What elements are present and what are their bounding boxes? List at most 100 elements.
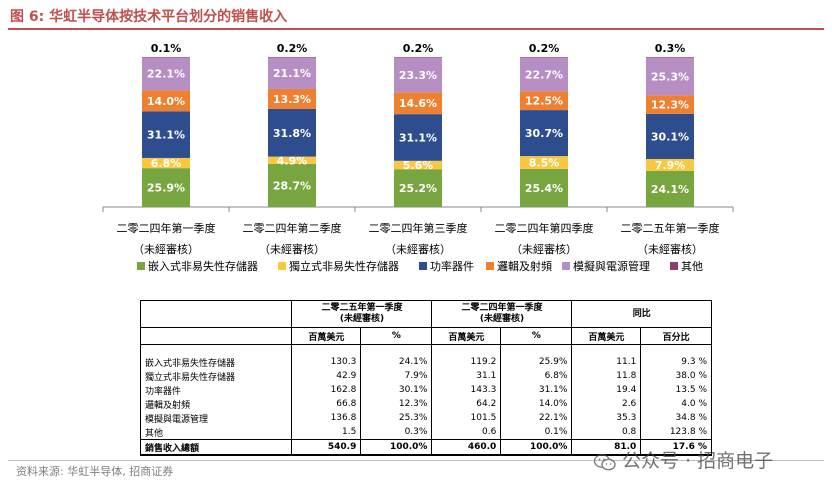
x-tick-label: （未經審核） [637, 242, 703, 256]
data-label: 22.7% [525, 68, 563, 81]
bar-segment [646, 113, 694, 159]
table-corner-cell-2 [139, 327, 293, 345]
data-label: 0.2% [529, 42, 560, 55]
bar-segment [268, 163, 316, 207]
legend-swatch [562, 262, 570, 270]
row-cell: 123.8 % [640, 425, 712, 440]
table-row: 功率器件 162.8 30.1% 143.3 31.1% 19.4 13.5 % [139, 383, 712, 397]
data-label: 0.2% [403, 42, 434, 55]
row-cell: 64.2 [431, 397, 502, 411]
bar-segment [394, 169, 442, 207]
row-label: 模擬與電源管理 [139, 411, 293, 425]
row-cell: 101.5 [431, 411, 502, 425]
subheader-cell: 百萬美元 [291, 327, 362, 345]
row-cell: 66.8 [291, 397, 362, 411]
data-label: 4.9% [277, 154, 308, 167]
legend-swatch [419, 262, 427, 270]
subheader-cell: % [500, 327, 573, 345]
subheader-cell: 百分比 [640, 327, 712, 345]
x-tick-label: 二零二五年第一季度 [621, 221, 720, 235]
row-label: 獨立式非易失性存儲器 [139, 369, 293, 383]
bar-segment [520, 57, 568, 92]
bar-segment [268, 88, 316, 109]
row-cell: 460.0 [431, 439, 502, 456]
data-label: 31.1% [147, 129, 185, 142]
legend-swatch [670, 262, 678, 270]
data-label: 28.7% [273, 179, 311, 192]
legend-entry: 功率器件 [430, 259, 474, 273]
bar-segment [142, 111, 190, 158]
data-label: 14.0% [147, 95, 185, 108]
bar-segment [646, 159, 694, 171]
data-label: 25.2% [399, 182, 437, 195]
row-label: 銷售收入總額 [139, 439, 293, 456]
row-cell: 9.3 % [640, 355, 712, 369]
data-label: 14.6% [399, 97, 437, 110]
x-tick-label: 二零二四年第二季度 [243, 221, 342, 235]
data-label: 25.9% [147, 182, 185, 195]
bar-segment [520, 168, 568, 207]
row-cell: 0.6 [431, 425, 502, 440]
row-cell: 4.0 % [640, 397, 712, 411]
legend-entry: 獨立式非易失性存儲器 [289, 259, 399, 273]
row-cell: 30.1% [360, 383, 433, 397]
legend-entry: 嵌入式非易失性存儲器 [148, 259, 258, 273]
row-cell: 540.9 [291, 439, 362, 456]
data-label: 5.6% [403, 159, 434, 172]
data-label: 31.8% [273, 127, 311, 140]
header-group-2024q1: 二零二四年第一季度 (未經審核) [431, 300, 573, 328]
table-row: 模擬與電源管理 136.8 25.3% 101.5 22.1% 35.3 34.8 % [139, 411, 712, 425]
row-cell: 14.0% [500, 397, 573, 411]
data-label: 30.1% [651, 130, 689, 143]
row-cell: 25.3% [360, 411, 433, 425]
data-label: 12.3% [651, 99, 689, 112]
wechat-icon [594, 453, 616, 470]
row-cell: 42.9 [291, 369, 362, 383]
row-label: 嵌入式非易失性存儲器 [139, 355, 293, 369]
bar-segment [394, 57, 442, 93]
table-body: 嵌入式非易失性存儲器 130.3 24.1% 119.2 25.9% 11.1 9.3 % 獨… [139, 344, 712, 456]
bar-segment [142, 157, 190, 169]
row-label: 邏輯及射頻 [139, 397, 293, 411]
table-row: 邏輯及射頻 66.8 12.3% 64.2 14.0% 2.6 4.0 % [139, 397, 712, 411]
bar-segment [142, 57, 190, 91]
x-tick-label: 二零二四年第一季度 [117, 221, 216, 235]
bar-segment [394, 92, 442, 115]
row-cell: 13.5 % [640, 383, 712, 397]
bar-segment [646, 95, 694, 114]
bar-segment [394, 160, 442, 170]
subheader-cell: % [360, 327, 433, 345]
x-tick-label: （未經審核） [133, 242, 199, 256]
row-cell: 143.3 [431, 383, 502, 397]
row-cell: 119.2 [431, 355, 502, 369]
table-row: 嵌入式非易失性存儲器 130.3 24.1% 119.2 25.9% 11.1 9.3 % [139, 355, 712, 369]
row-cell: 2.6 [571, 397, 642, 411]
table-subheader-row: 百萬美元 % 百萬美元 % 百萬美元 百分比 [139, 327, 712, 345]
row-cell: 31.1% [500, 383, 573, 397]
row-cell: 25.9% [500, 355, 573, 369]
data-label: 6.8% [151, 157, 182, 170]
legend-entry: 模擬與電源管理 [573, 259, 650, 273]
row-cell: 11.8 [571, 369, 642, 383]
bar-segment [520, 91, 568, 111]
header-group-2025q1: 二零二五年第一季度 (未經審核) [291, 300, 433, 328]
source-note: 资料来源: 华虹半导体, 招商证券 [8, 460, 824, 482]
data-label: 30.7% [525, 127, 563, 140]
data-label: 23.3% [399, 69, 437, 82]
row-cell: 81.0 [571, 439, 642, 456]
table-row: 其他 1.5 0.3% 0.6 0.1% 0.8 123.8 % [139, 425, 712, 440]
subheader-cell: 百萬美元 [571, 327, 642, 345]
header-group-yoy: 同比 [571, 300, 712, 328]
row-cell: 100.0% [360, 439, 433, 456]
data-label: 0.1% [151, 42, 182, 55]
data-label: 7.9% [655, 159, 686, 172]
row-cell: 162.8 [291, 383, 362, 397]
row-cell: 24.1% [360, 355, 433, 369]
x-tick-label: 二零二四年第四季度 [495, 221, 594, 235]
row-cell: 100.0% [500, 439, 573, 456]
row-cell: 0.1% [500, 425, 573, 440]
legend-swatch [137, 262, 145, 270]
x-tick-label: （未經審核） [259, 242, 325, 256]
bar-segment [394, 114, 442, 161]
bar-segment [268, 108, 316, 157]
